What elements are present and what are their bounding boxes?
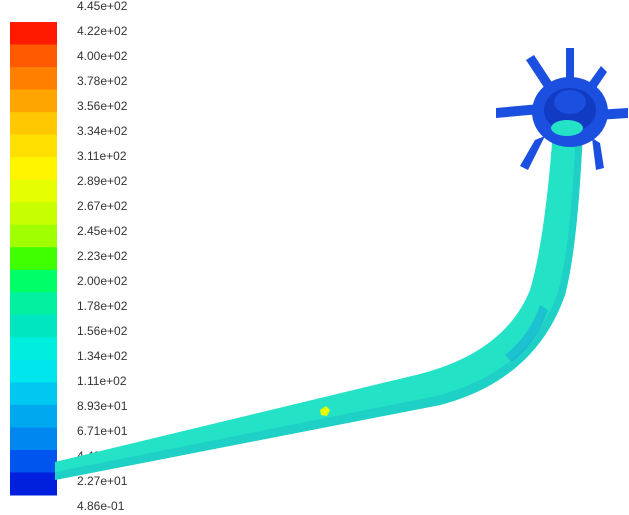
colorbar — [10, 22, 57, 496]
colorbar-label: 2.45e+02 — [77, 224, 128, 238]
colorbar-label: 4.22e+02 — [77, 24, 128, 38]
colorbar-swatch — [10, 112, 57, 136]
colorbar-label: 3.56e+02 — [77, 99, 128, 113]
colorbar-swatch — [10, 472, 57, 496]
colorbar-label: 1.56e+02 — [77, 324, 128, 338]
colorbar-label: 1.11e+02 — [77, 374, 127, 388]
colorbar-label: 2.89e+02 — [77, 174, 128, 188]
colorbar-label: 1.78e+02 — [77, 299, 128, 313]
hub-arm — [520, 136, 545, 170]
colorbar-label: 6.71e+01 — [77, 424, 128, 438]
colorbar-label: 2.23e+02 — [77, 249, 128, 263]
colorbar-swatch — [10, 134, 57, 158]
colorbar-swatch — [10, 404, 57, 428]
colorbar-label: 4.45e+02 — [77, 0, 128, 13]
hub-arm — [592, 138, 604, 170]
colorbar-swatch — [10, 314, 57, 338]
hub-top — [554, 90, 586, 114]
colorbar-swatch — [10, 337, 57, 361]
colorbar-label: 2.00e+02 — [77, 274, 128, 288]
pipe-bend-shadow — [505, 305, 548, 362]
hot-spot-marker — [320, 406, 330, 416]
colorbar-swatch — [10, 359, 57, 383]
colorbar-label: 4.86e-01 — [77, 499, 125, 513]
colorbar-swatch — [10, 269, 57, 293]
colorbar-label: 2.67e+02 — [77, 199, 128, 213]
colorbar-swatch — [10, 22, 57, 46]
colorbar-swatch — [10, 44, 57, 68]
hub-arm — [496, 104, 540, 118]
colorbar-label: 3.11e+02 — [77, 149, 127, 163]
colorbar-swatch — [10, 179, 57, 203]
colorbar-swatch — [10, 224, 57, 248]
colorbar-swatch — [10, 427, 57, 451]
colorbar-label: 8.93e+01 — [77, 399, 128, 413]
colorbar-swatch — [10, 247, 57, 271]
colorbar-swatch — [10, 67, 57, 91]
colorbar-swatch — [10, 449, 57, 473]
colorbar-swatch — [10, 292, 57, 316]
colorbar-label: 3.78e+02 — [77, 74, 128, 88]
colorbar-label: 2.27e+01 — [77, 474, 128, 488]
colorbar-swatch — [10, 157, 57, 181]
pipe-inlet — [551, 120, 583, 136]
colorbar-label: 3.34e+02 — [77, 124, 128, 138]
colorbar-label: 4.00e+02 — [77, 49, 128, 63]
colorbar-swatch — [10, 202, 57, 226]
colorbar-swatch — [10, 89, 57, 113]
colorbar-swatch — [10, 382, 57, 406]
pipe-shade — [55, 128, 583, 480]
colorbar-label: 1.34e+02 — [77, 349, 128, 363]
